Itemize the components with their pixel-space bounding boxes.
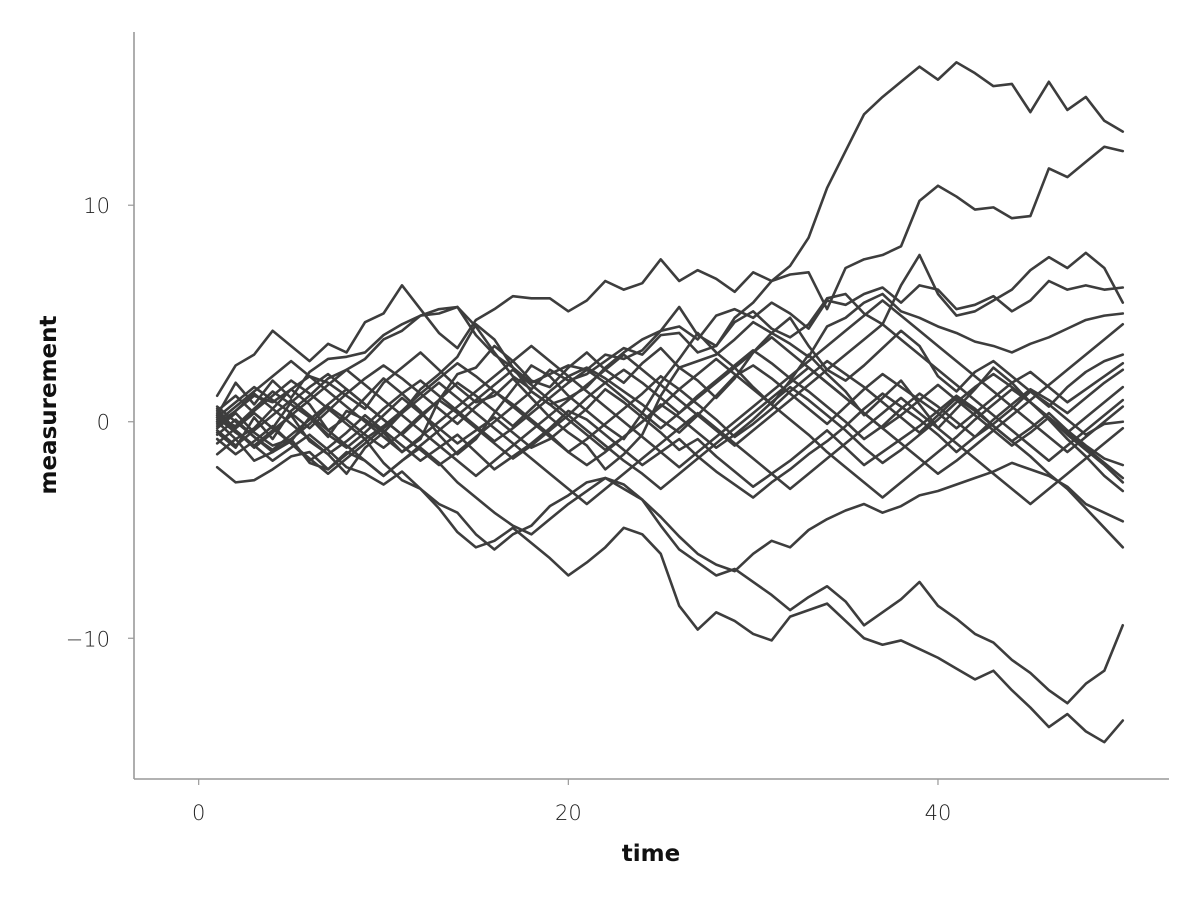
series-line-21 — [215, 381, 1125, 506]
series-line-13 — [215, 368, 1125, 499]
x-tick-label: 20 — [555, 801, 582, 825]
series-line-3 — [215, 279, 1125, 450]
series-line-10 — [215, 411, 1125, 705]
axes-layer — [133, 32, 1169, 780]
series-line-7 — [215, 331, 1125, 493]
series-line-19 — [215, 322, 1125, 491]
series-line-9 — [215, 416, 1125, 744]
x-tick-label: 0 — [192, 801, 205, 825]
y-tick-label: 0 — [97, 411, 110, 435]
y-axis-title: measurement — [36, 315, 62, 494]
series-line-4 — [215, 251, 1125, 476]
series-line-8 — [215, 437, 1125, 573]
y-tick-label: 10 — [83, 194, 110, 218]
series-line-1 — [215, 61, 1125, 398]
series-layer — [215, 61, 1125, 744]
series-line-22 — [215, 322, 1125, 478]
series-line-11 — [215, 387, 1125, 549]
x-tick-label: 40 — [925, 801, 952, 825]
series-line-2 — [215, 145, 1125, 417]
series-line-16 — [215, 361, 1125, 480]
series-line-14 — [215, 359, 1125, 467]
y-tick-label: −10 — [66, 627, 110, 651]
series-line-20 — [215, 299, 1125, 469]
series-line-18 — [215, 357, 1125, 499]
x-axis-title: time — [622, 841, 680, 867]
ticks-layer: 0 20 40 −10 0 10 — [66, 194, 952, 825]
